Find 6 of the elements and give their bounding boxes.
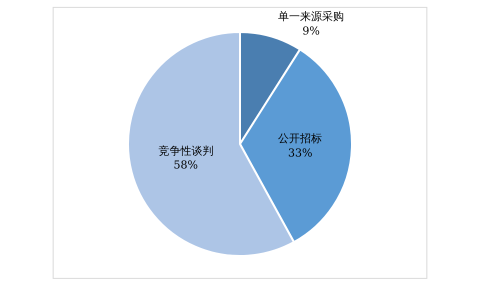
slice-label: 竞争性谈判 xyxy=(158,144,214,158)
data-label: 9% xyxy=(302,24,320,38)
slice-label: 单一来源采购 xyxy=(278,10,344,24)
data-label: 58% xyxy=(174,158,198,172)
slice-label: 公开招标 xyxy=(278,132,322,146)
data-label: 33% xyxy=(288,146,312,160)
